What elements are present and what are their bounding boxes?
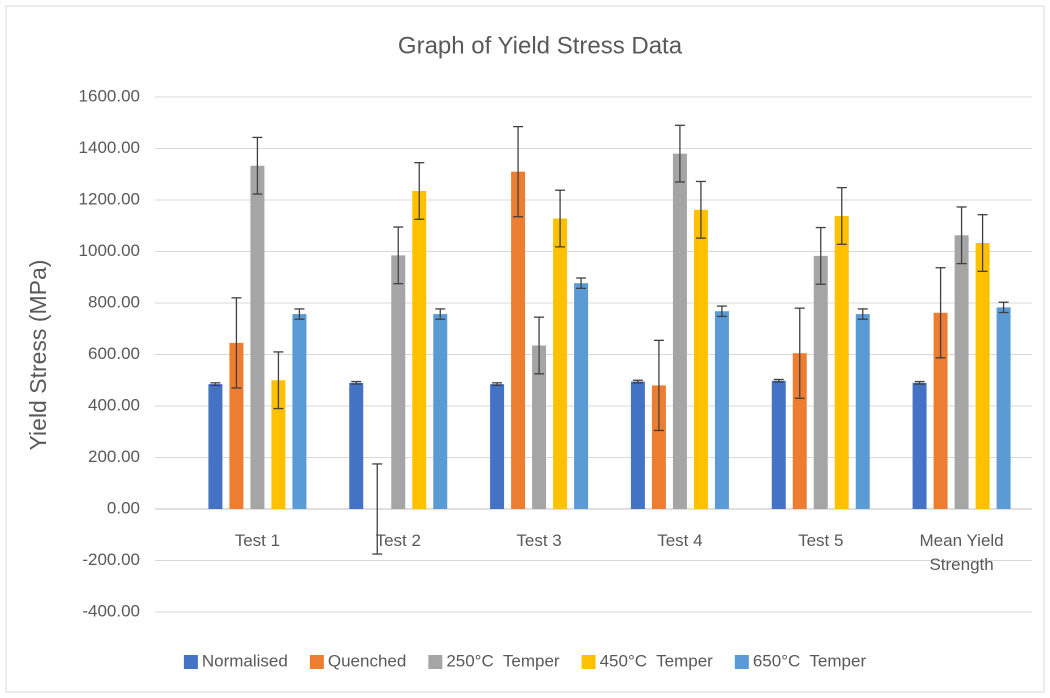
x-tick-label: Mean Yield Strength [919,531,1004,574]
bar [271,380,286,509]
chart-title: Graph of Yield Stress Data [398,32,683,59]
x-tick-label: Test 1 [234,531,281,550]
legend-label: Normalised [202,651,288,670]
y-tick-label: 800.00 [88,292,140,311]
y-tick-label: 400.00 [88,395,140,414]
bar [630,381,645,509]
y-tick-label: 1200.00 [79,189,140,208]
bar [954,235,969,509]
bar [208,384,223,509]
legend-swatch [581,655,596,669]
x-tick-label: Test 3 [516,531,562,550]
bar [693,209,708,509]
bar [250,165,265,509]
x-tick-label: Test 2 [375,531,421,550]
legend-label: 650°C Temper [753,651,867,670]
bar [651,385,666,509]
bar [714,311,729,509]
bar [511,171,526,510]
bar [834,215,849,509]
x-tick-label: Test 4 [657,531,703,550]
y-tick-label: -200.00 [82,550,140,569]
bar [490,384,505,509]
legend-label: 250°C Temper [446,651,560,670]
bar [433,314,448,509]
y-tick-label: 200.00 [88,447,140,466]
legend-swatch [428,655,443,669]
legend-swatch [734,655,749,669]
legend-swatch [183,655,198,669]
y-axis-label: Yield Stress (MPa) [25,260,51,451]
bar [771,380,786,509]
bar [933,312,948,509]
legend-label: Quenched [328,651,406,670]
bar [813,255,828,509]
bar [855,314,870,509]
y-tick-label: -400.00 [82,601,140,620]
y-tick-label: 1400.00 [79,138,140,157]
bar [412,190,427,510]
bar [229,342,244,509]
y-tick-label: 1600.00 [79,86,140,105]
bar [349,382,364,509]
bar [975,243,990,509]
x-tick-label: Test 5 [798,531,844,550]
bar [996,307,1011,509]
y-tick-label: 0.00 [107,498,140,517]
bar [553,218,568,510]
bar [792,353,807,509]
y-tick-label: 600.00 [88,344,140,363]
legend-swatch [309,655,324,669]
bar [532,345,547,509]
bar [391,255,406,509]
bar [912,382,927,509]
bar [672,153,687,509]
bar [292,314,307,509]
legend-label: 450°C Temper [600,651,714,670]
y-tick-label: 1000.00 [79,241,140,260]
bar [574,283,589,509]
